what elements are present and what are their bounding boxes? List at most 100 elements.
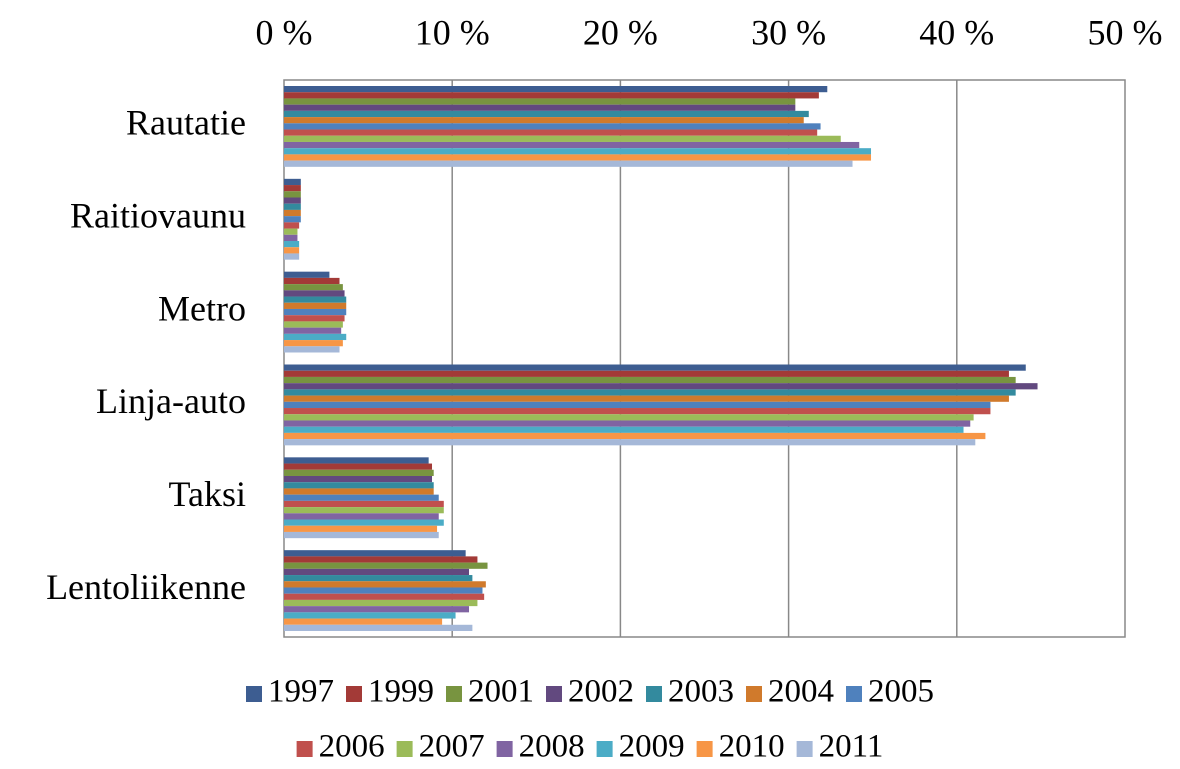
- bar: [284, 562, 488, 569]
- bar: [284, 513, 439, 520]
- bar: [284, 290, 345, 297]
- bar: [284, 191, 301, 198]
- x-tick-label: 20 %: [583, 12, 658, 52]
- bar: [284, 222, 300, 229]
- y-tick-label: Lentoliikenne: [46, 567, 246, 607]
- x-tick-label: 40 %: [919, 12, 994, 52]
- bar: [284, 135, 841, 142]
- bar: [284, 148, 872, 155]
- bar: [284, 209, 301, 217]
- x-tick-label: 50 %: [1088, 12, 1163, 52]
- bar: [284, 178, 301, 186]
- bar: [284, 624, 473, 631]
- legend-swatch: [746, 686, 762, 702]
- bar: [284, 500, 444, 508]
- legend-swatch: [396, 741, 413, 757]
- legend-label: 2009: [619, 729, 685, 765]
- legend-label: 2001: [468, 674, 534, 710]
- bar: [284, 469, 434, 476]
- bar: [284, 376, 1016, 384]
- legend-label: 1999: [368, 674, 434, 710]
- legend-swatch: [246, 686, 262, 702]
- bar: [284, 203, 301, 210]
- bar: [284, 327, 342, 334]
- bar: [284, 92, 819, 99]
- legend-label: 2008: [519, 729, 585, 765]
- bar: [284, 587, 483, 594]
- legend-label: 2007: [419, 729, 485, 765]
- bar: [284, 439, 976, 446]
- bar: [284, 408, 991, 415]
- legend-label: 2003: [668, 674, 734, 710]
- legend-swatch: [846, 686, 862, 702]
- bar: [284, 98, 796, 105]
- bar: [284, 519, 444, 526]
- bar: [284, 414, 974, 421]
- legend-label: 2006: [319, 729, 385, 765]
- bar: [284, 284, 343, 291]
- bar: [284, 383, 1038, 390]
- bar: [284, 271, 330, 278]
- bar: [284, 277, 340, 285]
- y-tick-label: Taksi: [169, 474, 246, 514]
- bar: [284, 525, 438, 532]
- x-tick-label: 0 %: [256, 12, 313, 52]
- legend-swatch: [346, 686, 362, 702]
- legend-swatch: [696, 741, 713, 757]
- bar: [284, 581, 486, 588]
- x-tick-label: 10 %: [415, 12, 490, 52]
- bar: [284, 197, 301, 204]
- bar: [284, 333, 347, 341]
- bar: [284, 241, 300, 248]
- legend-label: 2002: [568, 674, 634, 710]
- bar: [284, 340, 343, 347]
- bar: [284, 364, 1026, 371]
- bar: [284, 494, 439, 501]
- bar: [284, 389, 1016, 396]
- bar: [284, 575, 473, 582]
- bar: [284, 531, 439, 539]
- bar: [284, 550, 466, 557]
- bar: [284, 154, 872, 161]
- bar: [284, 593, 485, 600]
- bar: [284, 395, 1009, 402]
- bar: [284, 302, 347, 309]
- y-tick-label: Rautatie: [126, 103, 246, 143]
- bar: [284, 315, 345, 322]
- legend-swatch: [646, 686, 662, 702]
- bar: [284, 568, 470, 576]
- bar: [284, 117, 804, 124]
- bar: [284, 432, 986, 440]
- bar: [284, 160, 853, 167]
- bar: [284, 346, 340, 353]
- legend-label: 1997: [268, 674, 334, 710]
- bar: [284, 253, 300, 260]
- bar: [284, 247, 300, 254]
- bar: [284, 185, 301, 192]
- bar: [284, 475, 433, 483]
- legend-label: 2010: [719, 729, 785, 765]
- bar: [284, 612, 456, 619]
- y-tick-label: Raitiovaunu: [70, 196, 246, 236]
- legend-swatch: [796, 741, 813, 757]
- legend-swatch: [546, 686, 562, 702]
- y-tick-label: Linja-auto: [96, 381, 246, 421]
- bar: [284, 556, 478, 563]
- bar: [284, 129, 818, 136]
- bar: [284, 457, 429, 464]
- legend-swatch: [496, 741, 513, 757]
- bar: [284, 104, 796, 111]
- bar: [284, 228, 298, 235]
- x-tick-label: 30 %: [751, 12, 826, 52]
- bar: [284, 110, 809, 118]
- bar: [284, 123, 821, 130]
- legend-swatch: [596, 741, 613, 757]
- bar: [284, 321, 343, 328]
- bar: [284, 86, 828, 93]
- bar: [284, 488, 434, 495]
- y-tick-label: Metro: [158, 288, 246, 328]
- bar: [284, 296, 347, 303]
- bar: [284, 599, 478, 607]
- bar: [284, 420, 971, 427]
- bar: [284, 507, 444, 514]
